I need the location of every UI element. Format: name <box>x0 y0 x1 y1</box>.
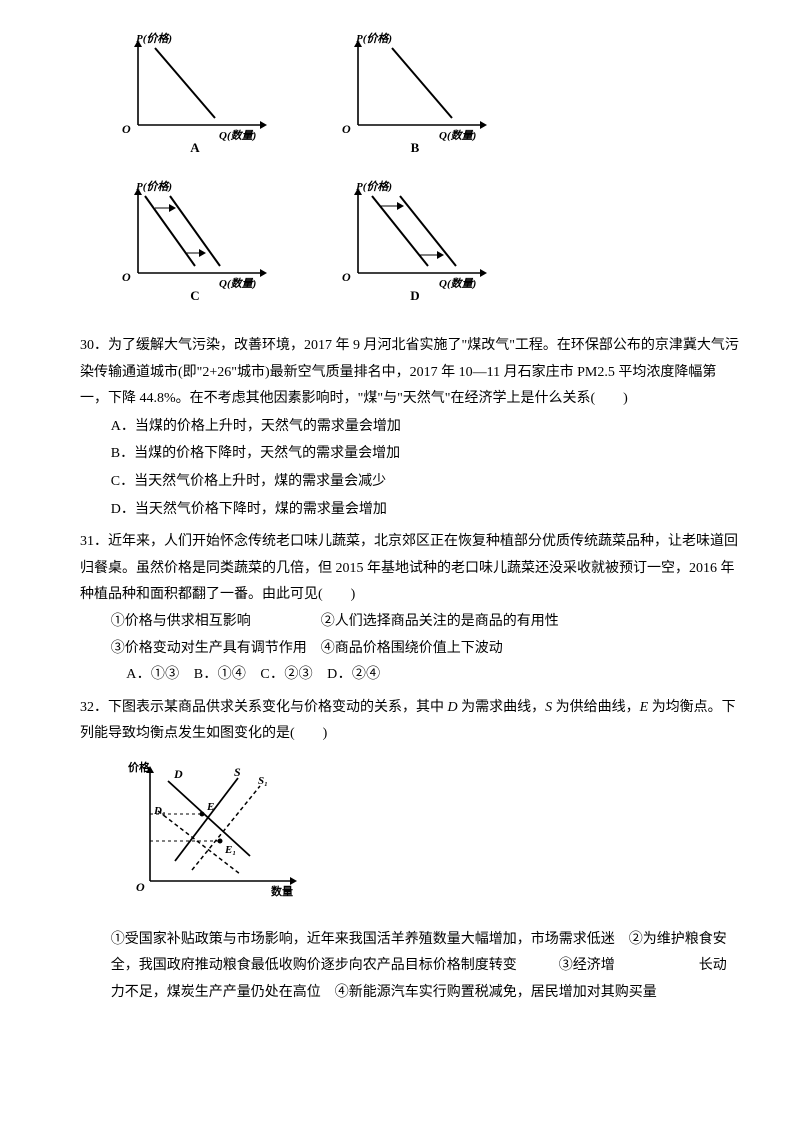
svg-text:D₁: D₁ <box>153 805 166 817</box>
chart-d: O P(价格) Q(数量) D <box>320 178 510 308</box>
q30-opt-c: C．当天然气价格上升时，煤的需求量会减少 <box>111 469 740 496</box>
q32-text-1: 下图表示某商品供求关系变化与价格变动的关系，其中 <box>108 700 448 715</box>
svg-text:B: B <box>411 140 420 155</box>
q31-letter-options: A．①③ B．①④ C．②③ D．②④ <box>80 662 740 689</box>
q31-stem: 31．近年来，人们开始怀念传统老口味儿蔬菜，北京郊区正在恢复种植部分优质传统蔬菜… <box>80 529 740 609</box>
svg-text:Q(数量): Q(数量) <box>219 277 256 290</box>
question-32: 32．下图表示某商品供求关系变化与价格变动的关系，其中 D 为需求曲线， S 为供… <box>80 695 740 1007</box>
q30-text: 为了缓解大气污染，改善环境，2017 年 9 月河北省实施了"煤改气"工程。在环… <box>80 338 739 406</box>
equilibrium-chart: O 价格数量 D D₁ S S₁ E E₁ <box>120 756 320 906</box>
svg-text:P(价格): P(价格) <box>136 180 172 193</box>
svg-text:P(价格): P(价格) <box>356 180 392 193</box>
q32-text-3: 为供给曲线， <box>552 700 640 715</box>
svg-text:Q(数量): Q(数量) <box>219 129 256 142</box>
q30-options: A．当煤的价格上升时，天然气的需求量会增加 B．当煤的价格下降时，天然气的需求量… <box>80 414 740 523</box>
q30-number: 30． <box>80 338 108 353</box>
q32-d-italic: D <box>448 700 458 715</box>
q32-number: 32． <box>80 700 108 715</box>
top-charts-grid: O P(价格) Q(数量) A O P(价格) Q(数量) B O P(价格) Q(数量) C O… <box>100 30 740 308</box>
q32-text-2: 为需求曲线， <box>458 700 546 715</box>
question-30: 30．为了缓解大气污染，改善环境，2017 年 9 月河北省实施了"煤改气"工程… <box>80 333 740 523</box>
svg-text:数量: 数量 <box>271 884 293 898</box>
svg-text:O: O <box>342 122 351 136</box>
q31-circled-block: ①价格与供求相互影响 ②人们选择商品关注的是商品的有用性 ③价格变动对生产具有调… <box>80 609 740 662</box>
svg-text:D: D <box>410 288 419 303</box>
q31-number: 31． <box>80 534 108 549</box>
svg-text:价格: 价格 <box>128 760 151 774</box>
q32-e-italic: E <box>640 700 649 715</box>
svg-text:S: S <box>234 765 241 779</box>
svg-text:A: A <box>190 140 200 155</box>
question-31: 31．近年来，人们开始怀念传统老口味儿蔬菜，北京郊区正在恢复种植部分优质传统蔬菜… <box>80 529 740 689</box>
svg-text:P(价格): P(价格) <box>356 32 392 45</box>
q32-para-1: ①受国家补贴政策与市场影响，近年来我国活羊养殖数量大幅增加，市场需求低迷 ②为维… <box>80 927 740 1007</box>
svg-text:E₁: E₁ <box>224 844 236 856</box>
chart-a: O P(价格) Q(数量) A <box>100 30 290 160</box>
svg-text:O: O <box>122 270 131 284</box>
svg-text:Q(数量): Q(数量) <box>439 129 476 142</box>
q30-stem: 30．为了缓解大气污染，改善环境，2017 年 9 月河北省实施了"煤改气"工程… <box>80 333 740 413</box>
svg-text:Q(数量): Q(数量) <box>439 277 476 290</box>
q31-circled-1: ①价格与供求相互影响 ②人们选择商品关注的是商品的有用性 <box>111 614 559 629</box>
q30-opt-b: B．当煤的价格下降时，天然气的需求量会增加 <box>111 441 740 468</box>
svg-text:E: E <box>206 801 214 813</box>
svg-text:O: O <box>136 880 145 894</box>
svg-text:C: C <box>190 288 199 303</box>
q32-stem: 32．下图表示某商品供求关系变化与价格变动的关系，其中 D 为需求曲线，S 为供… <box>80 695 740 748</box>
chart-b: O P(价格) Q(数量) B <box>320 30 510 160</box>
chart-c: O P(价格) Q(数量) C <box>100 178 290 308</box>
svg-text:P(价格): P(价格) <box>136 32 172 45</box>
svg-text:D: D <box>173 767 183 781</box>
q30-opt-d: D．当天然气价格下降时，煤的需求量会增加 <box>111 497 740 524</box>
svg-text:O: O <box>122 122 131 136</box>
q30-opt-a: A．当煤的价格上升时，天然气的需求量会增加 <box>111 414 740 441</box>
svg-text:O: O <box>342 270 351 284</box>
svg-text:S₁: S₁ <box>258 775 268 787</box>
q31-circled-2: ③价格变动对生产具有调节作用 ④商品价格围绕价值上下波动 <box>111 641 503 656</box>
q31-text: 近年来，人们开始怀念传统老口味儿蔬菜，北京郊区正在恢复种植部分优质传统蔬菜品种，… <box>80 534 738 602</box>
